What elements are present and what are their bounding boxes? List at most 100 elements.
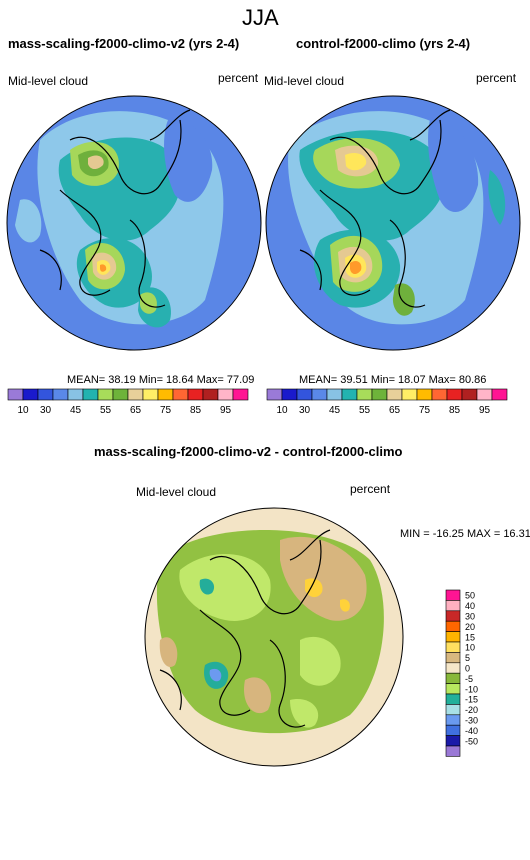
colorbar-1-swatch — [7, 388, 24, 401]
colorbar-diff-swatch — [445, 631, 461, 643]
panel-1-stats: MEAN= 38.19 Min= 18.64 Max= 77.09 — [67, 374, 255, 386]
colorbar-panel-1: 10 30 45 55 65 75 85 95 — [7, 388, 249, 416]
diff-units: percent — [350, 482, 391, 496]
colorbar-diff-label: -30 — [465, 716, 478, 726]
colorbar-1-swatch — [127, 388, 144, 401]
colorbar-1-label: 55 — [100, 405, 112, 416]
colorbar-1-swatch — [232, 388, 249, 401]
colorbar-diff-swatch — [445, 745, 461, 757]
colorbar-diff-label: -5 — [465, 674, 473, 684]
colorbar-1-label: 85 — [190, 405, 202, 416]
colorbar-1-swatch — [22, 388, 39, 401]
colorbar-diff-swatch — [445, 652, 461, 664]
colorbar-2-swatch — [461, 388, 478, 401]
colorbar-2-swatch — [491, 388, 508, 401]
map-1-fields — [7, 96, 261, 350]
panel-2-variable: Mid-level cloud — [264, 74, 345, 88]
colorbar-diff-swatch — [445, 724, 461, 736]
colorbar-2-label: 95 — [479, 405, 491, 416]
colorbar-diff-swatch — [445, 589, 461, 601]
colorbar-diff-label: 10 — [465, 643, 475, 653]
colorbar-1-label: 75 — [160, 405, 172, 416]
colorbar-2-label: 75 — [419, 405, 431, 416]
colorbar-diff-swatch — [445, 714, 461, 726]
colorbar-1-label: 10 — [17, 405, 29, 416]
colorbar-1-label: 65 — [130, 405, 142, 416]
colorbar-diff-swatch — [445, 704, 461, 716]
colorbar-2-swatch — [356, 388, 373, 401]
colorbar-2-swatch — [281, 388, 298, 401]
colorbar-1-swatch — [172, 388, 189, 401]
colorbar-diff-label: 20 — [465, 622, 475, 632]
panel-1-variable: Mid-level cloud — [8, 74, 89, 88]
colorbar-2-swatch — [266, 388, 283, 401]
colorbar-diff-label: -50 — [465, 736, 478, 746]
colorbar-2-swatch — [416, 388, 433, 401]
colorbar-1-swatch — [37, 388, 54, 401]
diff-variable: Mid-level cloud — [136, 485, 217, 499]
colorbar-1-swatch — [157, 388, 174, 401]
colorbar-2-swatch — [296, 388, 313, 401]
panel-1-title: mass-scaling-f2000-climo-v2 (yrs 2-4) — [8, 36, 240, 51]
colorbar-2-label: 55 — [359, 405, 371, 416]
colorbar-diff-label: 40 — [465, 601, 475, 611]
colorbar-1-label: 95 — [220, 405, 232, 416]
colorbar-1-swatch — [52, 388, 69, 401]
colorbar-2-label: 65 — [389, 405, 401, 416]
colorbar-2-swatch — [476, 388, 493, 401]
colorbar-1-swatch — [82, 388, 99, 401]
colorbar-diff-swatch — [445, 662, 461, 674]
map-3-coastlines — [159, 529, 331, 728]
colorbar-2-label: 10 — [276, 405, 288, 416]
colorbar-diff-label: 15 — [465, 632, 475, 642]
colorbar-diff-swatch — [445, 620, 461, 632]
colorbar-diff-swatch — [445, 693, 461, 705]
map-3-fields — [145, 508, 403, 766]
colorbar-2-label: 45 — [329, 405, 341, 416]
colorbar-1-swatch — [187, 388, 204, 401]
colorbar-1-label: 45 — [70, 405, 82, 416]
colorbar-2-swatch — [446, 388, 463, 401]
colorbar-diff-label: 5 — [465, 653, 470, 663]
colorbar-1-swatch — [67, 388, 84, 401]
diff-stats: MIN = -16.25 MAX = 16.31 — [400, 528, 530, 540]
colorbar-2-swatch — [326, 388, 343, 401]
colorbar-2-swatch — [371, 388, 388, 401]
colorbar-2-swatch — [386, 388, 403, 401]
panel-1-units: percent — [218, 71, 259, 85]
colorbar-2-swatch — [311, 388, 328, 401]
colorbar-2-swatch — [401, 388, 418, 401]
colorbar-diff-swatch — [445, 683, 461, 695]
map-1-boundary — [6, 95, 262, 351]
map-2-coastlines — [299, 109, 451, 308]
colorbar-2-label: 85 — [449, 405, 461, 416]
colorbar-1-swatch — [202, 388, 219, 401]
colorbar-diff-label: 50 — [465, 591, 475, 601]
page-title: JJA — [242, 5, 279, 30]
colorbar-diff-label: -15 — [465, 695, 478, 705]
diff-title: mass-scaling-f2000-climo-v2 - control-f2… — [94, 444, 403, 459]
colorbar-2-swatch — [431, 388, 448, 401]
colorbar-1-swatch — [97, 388, 114, 401]
colorbar-diff-swatch — [445, 600, 461, 612]
colorbar-1-label: 30 — [40, 405, 52, 416]
colorbar-diff-swatch — [445, 672, 461, 684]
colorbar-1-swatch — [217, 388, 234, 401]
colorbar-1-swatch — [142, 388, 159, 401]
colorbar-diff-label: 30 — [465, 612, 475, 622]
colorbar-diff-label: -10 — [465, 684, 478, 694]
colorbar-diff-swatch — [445, 735, 461, 747]
colorbar-diff-swatch — [445, 610, 461, 622]
panel-2-units: percent — [476, 71, 517, 85]
colorbar-diff-label: -20 — [465, 705, 478, 715]
colorbar-panel-2: 10 30 45 55 65 75 85 95 — [266, 388, 508, 416]
map-1-coastlines — [39, 109, 191, 308]
colorbar-2-label: 30 — [299, 405, 311, 416]
map-2-boundary — [265, 95, 521, 351]
colorbar-2-swatch — [341, 388, 358, 401]
panel-2-title: control-f2000-climo (yrs 2-4) — [296, 36, 471, 51]
colorbar-diff-label: -40 — [465, 726, 478, 736]
colorbar-diff-swatch — [445, 641, 461, 653]
panel-2-stats: MEAN= 39.51 Min= 18.07 Max= 80.86 — [299, 374, 487, 386]
